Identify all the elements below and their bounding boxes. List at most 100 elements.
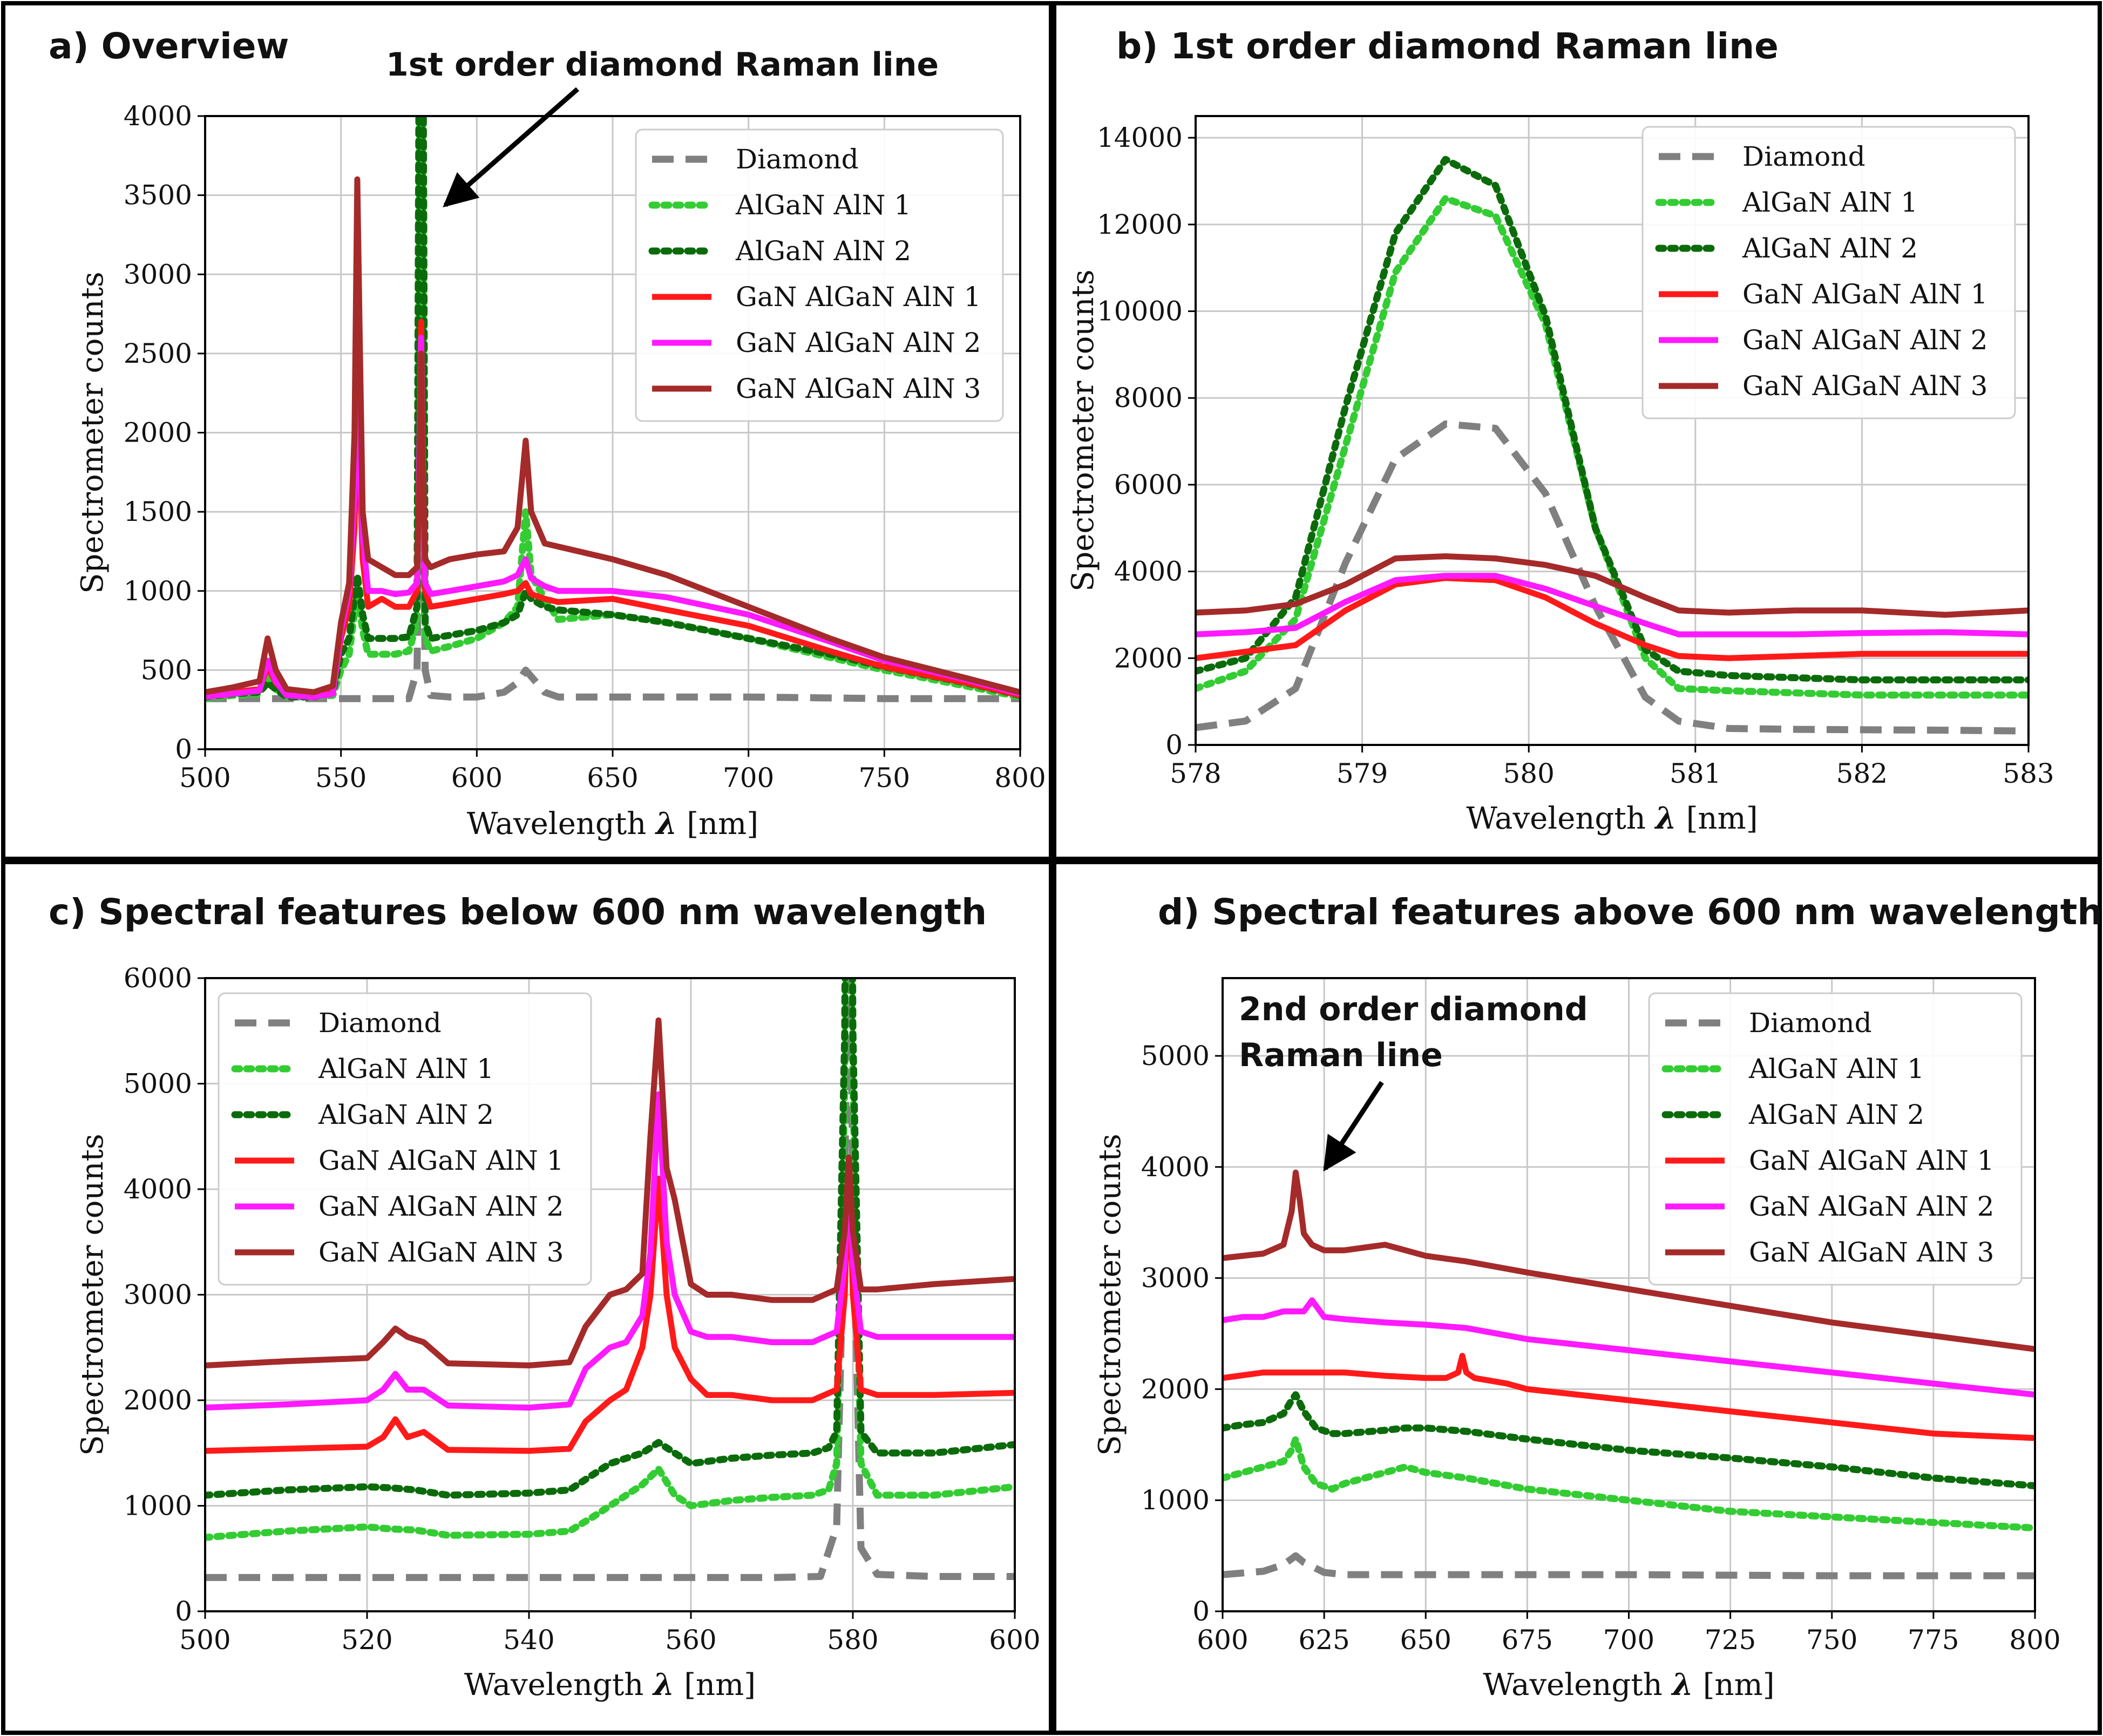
legend-entry: AlGaN AlN 1 (735, 189, 911, 221)
series-line-algan-aln-1 (1223, 1435, 2035, 1532)
y-tick-label: 0 (1192, 1596, 1210, 1627)
y-tick-label: 500 (141, 654, 192, 686)
y-tick-label: 1500 (124, 496, 192, 527)
y-tick-label: 2000 (1141, 1373, 1210, 1405)
y-tick-label: 1000 (1141, 1484, 1210, 1516)
x-tick-label: 800 (2009, 1624, 2060, 1656)
series-line-diamond (205, 978, 1015, 1581)
x-tick-label: 500 (179, 762, 230, 794)
series-group (1196, 155, 2029, 735)
legend-entry: AlGaN AlN 2 (735, 235, 911, 267)
series-group (205, 978, 1015, 1581)
x-tick-label: 500 (179, 1624, 230, 1656)
panel-a-title: a) Overview (49, 25, 289, 67)
y-tick-label: 10000 (1097, 296, 1183, 327)
annotation-second-order-line1: 2nd order diamond (1239, 991, 1588, 1028)
y-tick-label: 14000 (1097, 122, 1183, 153)
legend-entry: Diamond (1742, 141, 1865, 172)
y-tick-label: 3000 (1141, 1263, 1210, 1294)
x-tick-label: 583 (2003, 758, 2054, 789)
y-tick-label: 6000 (1114, 469, 1183, 500)
annotation-second-order-line2: Raman line (1239, 1036, 1443, 1074)
x-tick-label: 650 (587, 762, 638, 794)
legend-entry: AlGaN AlN 2 (318, 1099, 494, 1130)
panel-b-frame (1052, 1, 2102, 861)
y-tick-label: 2000 (124, 1385, 192, 1416)
legend-entry: GaN AlGaN AlN 3 (1749, 1237, 1994, 1268)
legend-entry: Diamond (318, 1007, 442, 1039)
y-tick-label: 4000 (1114, 556, 1183, 587)
panel-c-title: c) Spectral features below 600 nm wavele… (49, 891, 987, 933)
x-tick-label: 580 (827, 1624, 878, 1656)
chart-overview: 500 550 600 650 700 750 8000500100015002000250… (75, 100, 1046, 842)
x-tick-label: 800 (994, 762, 1046, 794)
legend-entry: AlGaN AlN 2 (1742, 233, 1918, 264)
x-tick-label: 520 (341, 1624, 392, 1656)
plot-frame (204, 115, 1021, 750)
x-tick-label: 650 (1400, 1624, 1451, 1656)
legend-entry: GaN AlGaN AlN 1 (318, 1145, 564, 1176)
legend-entry: GaN AlGaN AlN 1 (1742, 279, 1987, 310)
legend-entry: Diamond (1749, 1007, 1872, 1039)
chart-above-600nm: 600 625 650 675 700 725 750 775 800 0 1000 2000 3000… (1093, 977, 2061, 1703)
legend-entry: GaN AlGaN AlN 1 (1749, 1145, 1994, 1176)
panel-b-title: b) 1st order diamond Raman line (1116, 25, 1779, 67)
x-axis-label: Wavelength λ [nm] (1466, 801, 1758, 836)
series-line-gan-algan-aln-1 (1196, 575, 2029, 661)
y-axis-label: Spectrometer counts (1093, 1134, 1128, 1456)
y-tick-label: 12000 (1097, 209, 1183, 240)
y-tick-label: 0 (175, 1596, 192, 1627)
y-tick-label: 2000 (124, 417, 192, 449)
x-tick-label: 600 (1197, 1624, 1248, 1656)
legend-box (635, 128, 1004, 422)
y-tick-label: 3500 (124, 180, 192, 211)
series-line-algan-aln-1 (205, 978, 1015, 1541)
y-tick-label: 2000 (1114, 642, 1183, 674)
series-line-gan-algan-aln-3 (1223, 1169, 2035, 1352)
plot-frame (204, 977, 1016, 1612)
x-tick-label: 579 (1337, 758, 1388, 789)
panel-d-frame (1052, 860, 2102, 1735)
x-axis-label: Wavelength λ [nm] (464, 1667, 756, 1703)
series-line-gan-algan-aln-3 (1196, 553, 2029, 618)
x-tick-label: 582 (1836, 758, 1888, 789)
y-tick-label: 5000 (124, 1068, 192, 1100)
plot-frame (1195, 115, 2030, 746)
x-tick-label: 600 (989, 1624, 1040, 1656)
series-line-gan-algan-aln-1 (1223, 1353, 2035, 1441)
legend-entry: AlGaN AlN 1 (1742, 187, 1918, 218)
chart-first-order-raman: 578 579 580 581 582 583 0 2000 4000 6000 8000 10000… (1066, 115, 2054, 836)
annotation-first-order-raman: 1st order diamond Raman line (386, 46, 939, 84)
y-tick-label: 8000 (1114, 382, 1183, 413)
annotation-arrow-first-order (443, 87, 579, 208)
x-tick-label: 600 (451, 762, 503, 794)
legend-entry: AlGaN AlN 1 (318, 1053, 494, 1084)
series-line-algan-aln-2 (1223, 1391, 2035, 1489)
series-line-gan-algan-aln-2 (1196, 573, 2029, 638)
legend-entry: GaN AlGaN AlN 2 (1742, 324, 1987, 356)
x-tick-label: 581 (1670, 758, 1721, 789)
y-axis-label: Spectrometer counts (1066, 269, 1101, 592)
y-axis-label: Spectrometer counts (75, 1134, 110, 1456)
x-tick-label: 580 (1503, 758, 1554, 789)
x-tick-label: 775 (1908, 1624, 1959, 1656)
y-tick-label: 4000 (124, 1174, 192, 1205)
x-tick-label: 550 (315, 762, 367, 794)
x-tick-label: 725 (1705, 1624, 1756, 1656)
y-tick-label: 0 (1165, 729, 1183, 761)
panel-a-frame (1, 1, 1053, 861)
x-tick-label: 700 (723, 762, 774, 794)
y-tick-label: 6000 (124, 962, 192, 994)
y-tick-label: 4000 (1141, 1151, 1210, 1183)
legend-entry: Diamond (736, 144, 859, 175)
series-group (205, 116, 1020, 702)
y-tick-label: 3000 (124, 1279, 192, 1311)
y-tick-label: 4000 (124, 100, 192, 132)
series-line-gan-algan-aln-3 (205, 1017, 1015, 1368)
x-axis-label: Wavelength λ [nm] (1483, 1667, 1774, 1703)
legend-entry: AlGaN AlN 2 (1748, 1099, 1924, 1130)
x-tick-label: 540 (503, 1624, 554, 1656)
panel-c-frame (1, 860, 1053, 1735)
y-tick-label: 2500 (124, 338, 192, 369)
